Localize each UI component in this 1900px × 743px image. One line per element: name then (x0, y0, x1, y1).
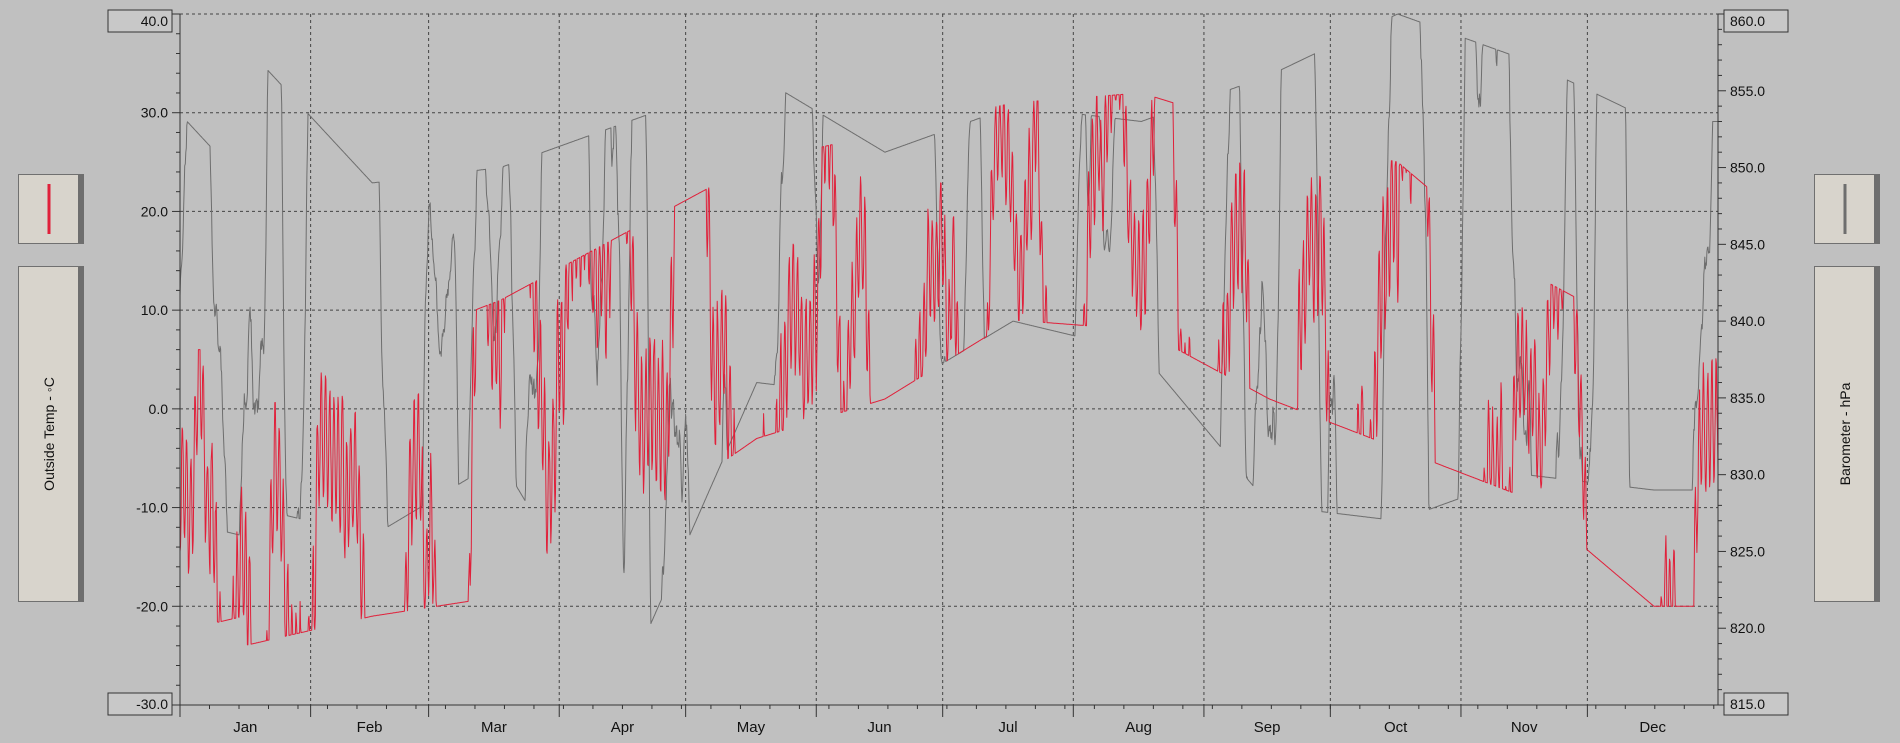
left-tick-label: 10.0 (141, 302, 168, 318)
right-axis-label: Barometer - hPa (1836, 382, 1853, 486)
temp-axis-label-box[interactable]: Outside Temp - ◦C (18, 266, 84, 602)
right-tick-label: 840.0 (1730, 313, 1765, 329)
x-tick-label: Nov (1511, 719, 1538, 736)
x-tick-label: Jan (233, 719, 257, 736)
x-tick-label: Oct (1384, 719, 1408, 736)
x-tick-label: Jul (998, 719, 1017, 736)
x-tick-label: Aug (1125, 719, 1152, 736)
right-tick-label: 815.0 (1730, 696, 1765, 712)
left-axis-label: Outside Temp - ◦C (40, 377, 57, 491)
baro-swatch (1843, 184, 1846, 234)
x-tick-label: Feb (357, 719, 383, 736)
temp-swatch (47, 184, 50, 234)
left-tick-label: 40.0 (141, 13, 168, 29)
x-tick-label: Apr (611, 719, 634, 736)
left-axis-end-box (107, 692, 173, 716)
x-tick-label: Jun (867, 719, 891, 736)
left-axis: -30.0 -20.0 -10.0 0.0 10.0 20.0 30.0 40.0 (107, 9, 180, 716)
temp-legend-swatch-button[interactable] (18, 174, 84, 244)
right-tick-label: 835.0 (1730, 390, 1765, 406)
right-tick-label: 845.0 (1730, 236, 1765, 252)
right-tick-label: 820.0 (1730, 620, 1765, 636)
right-tick-label: 825.0 (1730, 543, 1765, 559)
x-tick-label: Sep (1254, 719, 1281, 736)
left-tick-label: 30.0 (141, 105, 168, 121)
barometer-series (179, 13, 1718, 624)
left-tick-label: -10.0 (136, 500, 168, 516)
right-axis-end-box (1723, 9, 1789, 33)
left-tick-label: -30.0 (136, 696, 168, 712)
right-tick-label: 850.0 (1730, 160, 1765, 176)
baro-axis-label-box[interactable]: Barometer - hPa (1814, 266, 1880, 602)
left-axis-end-box (107, 9, 173, 33)
x-tick-label: Dec (1639, 719, 1666, 736)
temperature-line (179, 93, 1719, 646)
left-tick-label: 0.0 (149, 401, 169, 417)
temperature-series (179, 93, 1719, 646)
right-tick-label: 860.0 (1730, 13, 1765, 29)
barometer-line (179, 13, 1718, 624)
x-tick-label: Mar (481, 719, 507, 736)
x-tick-label: May (737, 719, 766, 736)
left-tick-label: 20.0 (141, 203, 168, 219)
right-axis: 815.0 820.0 825.0 830.0 835.0 840.0 845.0 850.0… (1718, 9, 1789, 716)
x-axis: Jan Feb Mar Apr May Jun Jul Aug Sep Oct Nov Dec (179, 705, 1715, 736)
left-tick-label: -20.0 (136, 598, 168, 614)
baro-legend-swatch-button[interactable] (1814, 174, 1880, 244)
right-tick-label: 855.0 (1730, 83, 1765, 99)
right-axis-end-box (1723, 692, 1789, 716)
right-tick-label: 830.0 (1730, 467, 1765, 483)
